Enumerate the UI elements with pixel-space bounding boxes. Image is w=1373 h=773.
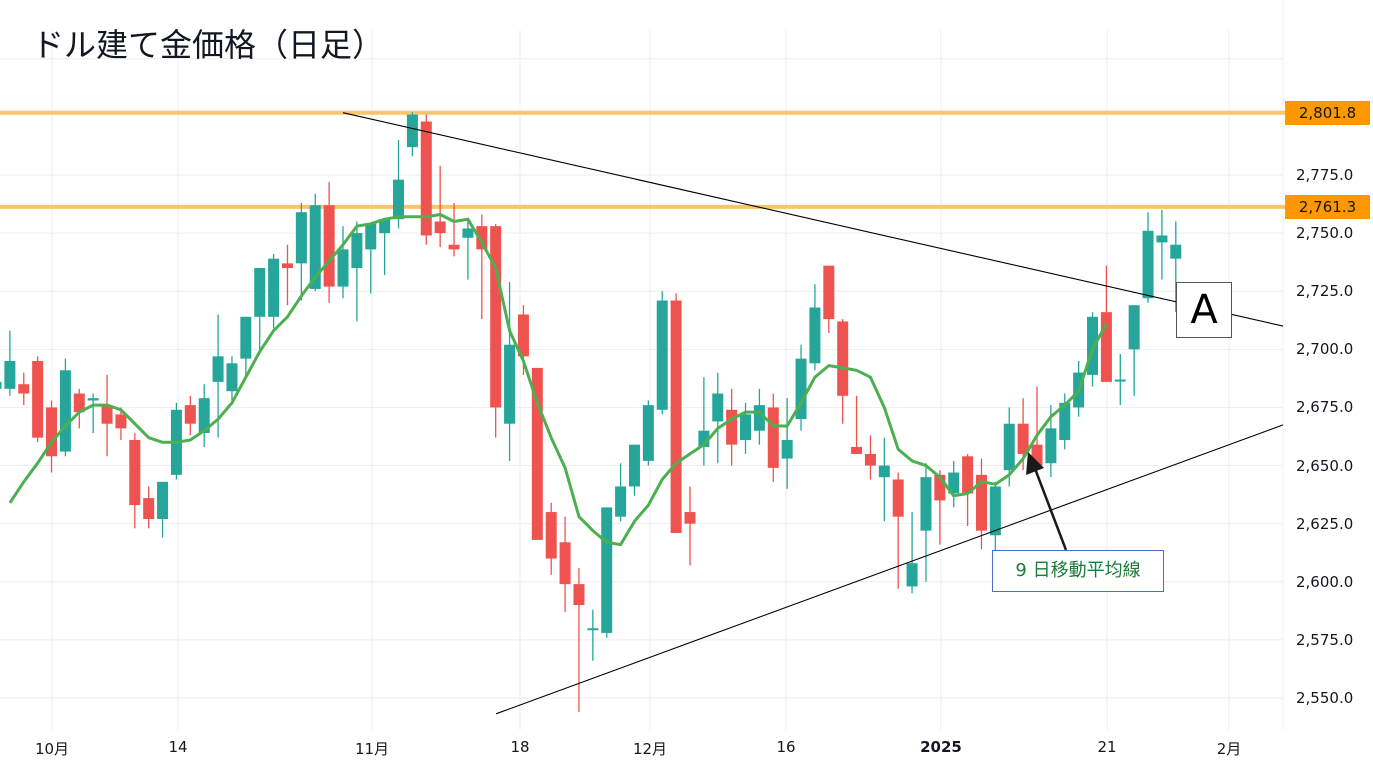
time-tick-label: 11月 [354, 740, 390, 758]
time-tick-label: 16 [776, 738, 796, 756]
time-tick-label: 18 [510, 738, 530, 756]
time-tick-label: 21 [1097, 738, 1117, 756]
time-tick-label: 2月 [1216, 740, 1242, 758]
annotation-label-a: A [1176, 282, 1232, 338]
price-tick-label: 2,625.0 [1296, 514, 1354, 533]
price-tick-label: 2,725.0 [1296, 282, 1354, 301]
price-level-badge: 2,801.8 [1285, 100, 1370, 125]
price-tick-label: 2,700.0 [1296, 340, 1354, 359]
price-tick-label: 2,675.0 [1296, 398, 1354, 417]
moving-average-label: 9 日移動平均線 [992, 550, 1164, 592]
time-tick-label: 10月 [34, 740, 70, 758]
time-tick-label: 2025 [920, 738, 962, 756]
horizontal-resistance-lines [0, 110, 1285, 209]
time-tick-label: 12月 [632, 740, 668, 758]
price-tick-label: 2,750.0 [1296, 224, 1354, 243]
price-tick-label: 2,600.0 [1296, 572, 1354, 591]
price-tick-label: 2,650.0 [1296, 456, 1354, 475]
time-tick-label: 14 [168, 738, 188, 756]
annotation-arrow-icon [1026, 452, 1068, 551]
price-tick-label: 2,775.0 [1296, 166, 1354, 184]
trendlines [342, 112, 1284, 715]
price-tick-label: 2,575.0 [1296, 630, 1354, 649]
chart-title: ドル建て金価格（日足） [32, 26, 385, 64]
price-level-badge: 2,761.3 [1285, 194, 1370, 219]
grid-lines [0, 0, 1284, 730]
candlestick-series [0, 112, 1182, 712]
moving-average-line [8, 213, 1108, 547]
price-tick-label: 2,550.0 [1296, 689, 1354, 707]
